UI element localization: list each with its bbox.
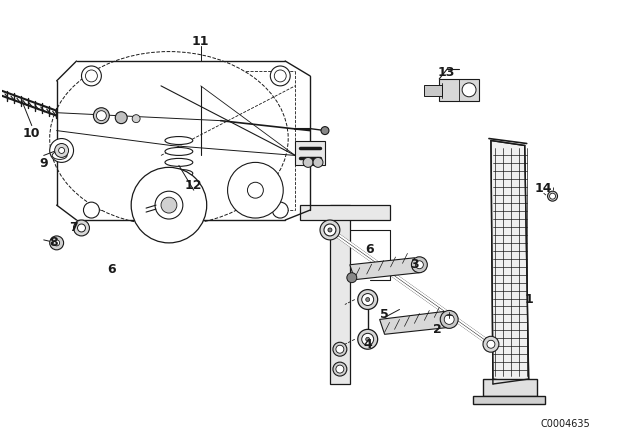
- Circle shape: [362, 293, 374, 306]
- Circle shape: [333, 362, 347, 376]
- Text: 6: 6: [107, 263, 116, 276]
- Circle shape: [320, 220, 340, 240]
- Circle shape: [550, 193, 556, 199]
- Circle shape: [462, 83, 476, 97]
- Circle shape: [275, 70, 286, 82]
- Circle shape: [415, 261, 423, 269]
- Text: C0004635: C0004635: [541, 419, 590, 429]
- Ellipse shape: [165, 137, 193, 145]
- Ellipse shape: [50, 52, 288, 225]
- Circle shape: [272, 202, 288, 218]
- Circle shape: [132, 115, 140, 123]
- Circle shape: [483, 336, 499, 352]
- Ellipse shape: [165, 191, 193, 199]
- Text: 3: 3: [410, 258, 419, 271]
- Circle shape: [358, 329, 378, 349]
- Circle shape: [333, 342, 347, 356]
- Polygon shape: [380, 311, 449, 334]
- Ellipse shape: [52, 151, 67, 159]
- Text: 10: 10: [23, 127, 40, 140]
- Text: 14: 14: [535, 182, 552, 195]
- Circle shape: [228, 162, 284, 218]
- Circle shape: [248, 182, 263, 198]
- Circle shape: [115, 112, 127, 124]
- Circle shape: [412, 257, 428, 273]
- Circle shape: [83, 202, 99, 218]
- Circle shape: [444, 314, 454, 324]
- Circle shape: [365, 337, 370, 341]
- Circle shape: [347, 273, 356, 283]
- Circle shape: [440, 310, 458, 328]
- Circle shape: [324, 224, 336, 236]
- Circle shape: [81, 66, 101, 86]
- Circle shape: [313, 157, 323, 168]
- Circle shape: [548, 191, 557, 201]
- Polygon shape: [439, 79, 479, 101]
- Circle shape: [358, 289, 378, 310]
- Ellipse shape: [165, 159, 193, 166]
- Text: 12: 12: [185, 179, 202, 192]
- Text: 13: 13: [438, 66, 455, 79]
- Circle shape: [74, 220, 90, 236]
- Circle shape: [365, 297, 370, 302]
- Polygon shape: [295, 141, 325, 165]
- Ellipse shape: [165, 180, 193, 188]
- Circle shape: [321, 127, 329, 134]
- Circle shape: [161, 197, 177, 213]
- Text: 4: 4: [364, 338, 372, 351]
- Text: 8: 8: [49, 237, 58, 250]
- Circle shape: [59, 147, 65, 154]
- Circle shape: [141, 177, 196, 233]
- Circle shape: [336, 345, 344, 353]
- Polygon shape: [491, 141, 529, 384]
- Circle shape: [237, 172, 273, 208]
- Circle shape: [362, 333, 374, 345]
- Circle shape: [77, 224, 86, 232]
- Text: 6: 6: [365, 243, 374, 256]
- Text: 5: 5: [380, 308, 389, 321]
- Circle shape: [328, 228, 332, 232]
- Text: 2: 2: [433, 323, 442, 336]
- Circle shape: [50, 236, 63, 250]
- Text: 1: 1: [524, 293, 533, 306]
- Text: 11: 11: [192, 34, 209, 47]
- Circle shape: [303, 157, 313, 168]
- Circle shape: [155, 191, 183, 219]
- Circle shape: [131, 168, 207, 243]
- Circle shape: [50, 138, 74, 162]
- Polygon shape: [473, 396, 545, 404]
- Circle shape: [97, 111, 106, 121]
- Text: 7: 7: [69, 221, 78, 234]
- Polygon shape: [330, 205, 350, 384]
- Circle shape: [270, 66, 290, 86]
- Circle shape: [336, 365, 344, 373]
- Circle shape: [93, 108, 109, 124]
- Circle shape: [54, 240, 60, 246]
- Polygon shape: [483, 379, 537, 396]
- Polygon shape: [350, 258, 419, 280]
- Circle shape: [86, 70, 97, 82]
- Ellipse shape: [165, 147, 193, 155]
- Circle shape: [487, 340, 495, 348]
- Text: 9: 9: [40, 157, 48, 170]
- Polygon shape: [300, 205, 390, 220]
- Polygon shape: [424, 85, 442, 96]
- Ellipse shape: [165, 169, 193, 177]
- Circle shape: [54, 143, 68, 157]
